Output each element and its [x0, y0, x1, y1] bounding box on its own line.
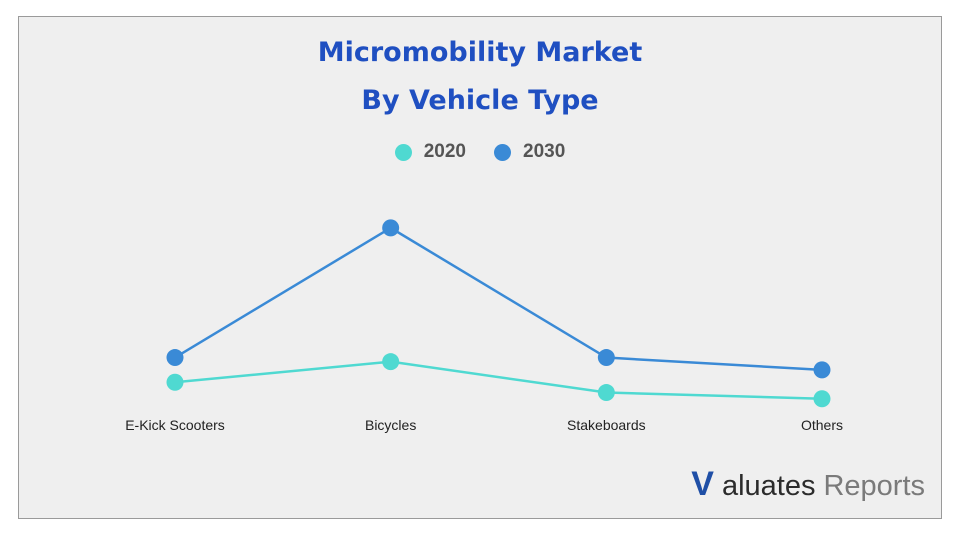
line-chart: E-Kick Scooters Bicycles Stakeboards Others [125, 219, 843, 433]
x-tick-label: Others [801, 417, 843, 433]
legend-swatch-2020 [394, 143, 412, 161]
x-tick-label: Stakeboards [567, 417, 646, 433]
legend-item-2030: 2030 [494, 141, 565, 163]
data-point-2020-3 [813, 390, 831, 408]
brand-logo: V aluates Reports [691, 465, 925, 504]
legend-swatch-2030 [494, 143, 511, 161]
chart-legend: 2020 2030 [19, 141, 941, 163]
data-point-2030-0 [166, 349, 184, 367]
series-line-2020 [174, 360, 823, 400]
chart-title: Micromobility Market [317, 37, 643, 68]
data-point-2030-2 [597, 349, 615, 367]
chart-subtitle: By Vehicle Type [361, 85, 599, 116]
x-tick-label: E-Kick Scooters [125, 417, 225, 433]
data-point-2020-2 [597, 384, 615, 402]
legend-label-2030: 2030 [523, 141, 566, 162]
x-tick-label: Bicycles [365, 417, 416, 433]
chart-panel: Micromobility Market By Vehicle Type 202… [18, 16, 942, 519]
brand-name-light: Reports [823, 470, 925, 502]
legend-item-2020: 2020 [394, 141, 466, 163]
data-point-2030-3 [813, 361, 831, 379]
data-point-2030-1 [382, 219, 400, 237]
data-point-2020-0 [166, 373, 184, 391]
brand-name-dark: aluates [721, 470, 816, 502]
data-point-2020-1 [382, 353, 400, 371]
series-line-2030 [174, 226, 823, 372]
brand-mark: V [691, 465, 714, 503]
legend-label-2020: 2020 [423, 141, 466, 162]
